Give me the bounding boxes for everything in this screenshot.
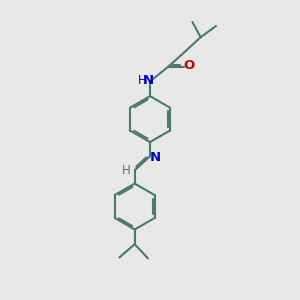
Text: N: N <box>143 74 154 87</box>
Text: H: H <box>137 74 146 87</box>
Text: O: O <box>183 59 194 72</box>
Text: N: N <box>149 151 161 164</box>
Text: H: H <box>122 164 131 177</box>
